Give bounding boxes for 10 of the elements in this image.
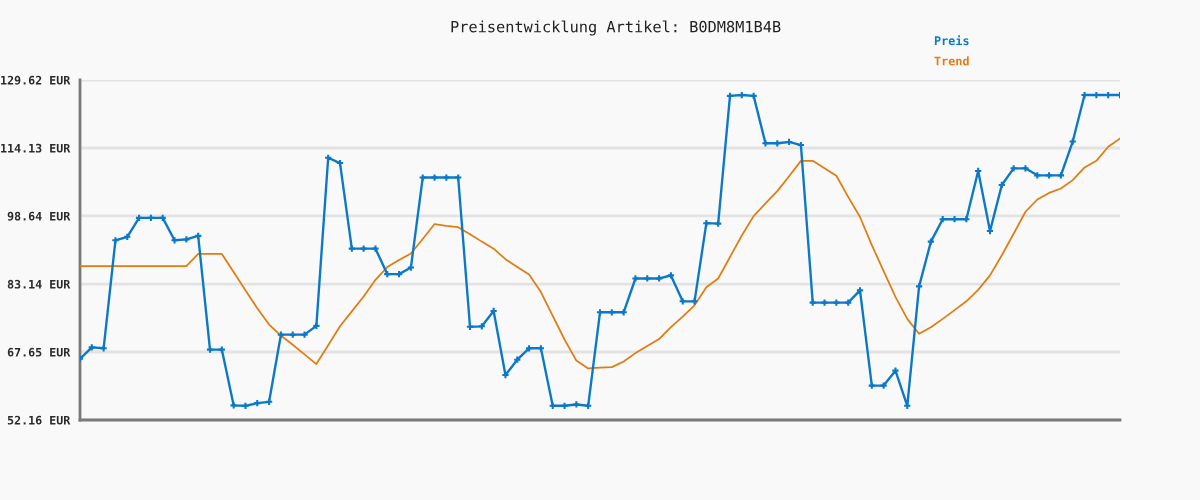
y-tick-label: 67.65 EUR <box>7 347 71 357</box>
y-tick-label: 98.64 EUR <box>7 211 71 221</box>
y-tick-label: 83.14 EUR <box>7 279 71 289</box>
text: Trend <box>934 56 969 66</box>
y-tick-label: 114.13 EUR <box>1 143 71 153</box>
line-series <box>80 137 1120 370</box>
y-tick-label: 52.16 EUR <box>7 415 71 425</box>
text: Preis <box>934 35 969 46</box>
chart-title: Preisentwicklung Artikel: B0DM8M1B4B <box>451 20 781 36</box>
y-tick-label: 129.62 EUR <box>1 75 71 85</box>
